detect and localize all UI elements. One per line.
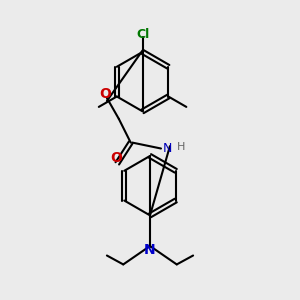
Text: N: N bbox=[144, 243, 156, 256]
Text: Cl: Cl bbox=[136, 28, 149, 40]
Text: N: N bbox=[162, 142, 172, 155]
Text: O: O bbox=[100, 87, 111, 101]
Text: H: H bbox=[176, 142, 185, 152]
Text: O: O bbox=[110, 151, 122, 165]
